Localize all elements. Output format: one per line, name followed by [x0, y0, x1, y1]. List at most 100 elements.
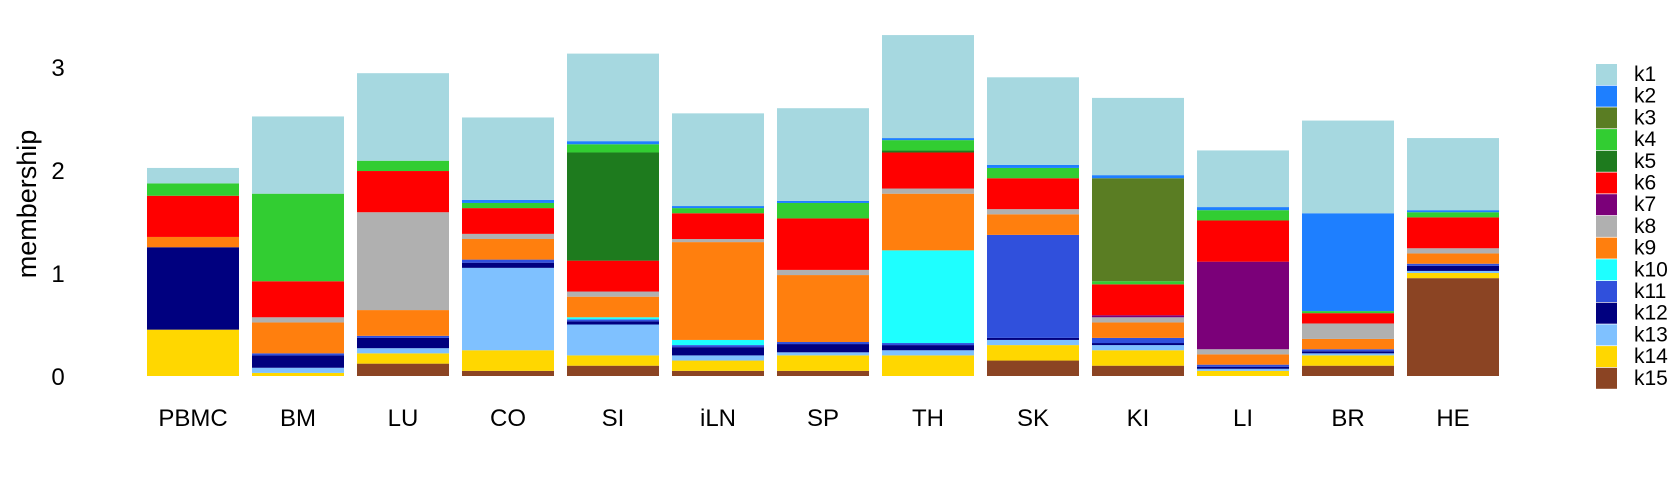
bar-segment-CO-k2 [462, 199, 554, 203]
bar-segment-KI-k7 [1092, 315, 1184, 318]
bar-segment-iLN-k12 [672, 347, 764, 356]
legend-swatch-k5 [1596, 150, 1617, 172]
bar-segment-SK-k14 [987, 345, 1079, 361]
bar-segment-BM-k1 [252, 116, 344, 194]
y-tick-label: 3 [51, 55, 64, 82]
x-tick-label: CO [490, 405, 526, 432]
bar-segment-KI-k13 [1092, 345, 1184, 351]
bar-group-SP [777, 108, 869, 376]
bar-segment-SK-k4 [987, 167, 1079, 179]
bar-segment-SI-k11 [567, 319, 659, 322]
bar-segment-SI-k9 [567, 296, 659, 318]
bar-segment-HE-k2 [1407, 210, 1499, 213]
bar-segment-LI-k9 [1197, 354, 1289, 365]
bar-segment-KI-k6 [1092, 284, 1184, 316]
bar-segment-LU-k4 [357, 160, 449, 172]
bar-segment-HE-k8 [1407, 248, 1499, 254]
bar-segment-SI-k10 [567, 317, 659, 320]
legend-label-k8: k8 [1634, 215, 1656, 238]
x-tick-label: iLN [700, 405, 736, 432]
bar-segment-HE-k15 [1407, 278, 1499, 376]
bar-segment-SK-k8 [987, 209, 1079, 215]
bar-group-BR [1302, 120, 1394, 376]
legend-swatch-k14 [1596, 346, 1617, 368]
legend-label-k10: k10 [1634, 258, 1668, 281]
x-tick-label: SP [807, 405, 839, 432]
legend-swatch-k3 [1596, 107, 1617, 129]
bar-segment-BM-k9 [252, 322, 344, 354]
bar-segment-SP-k12 [777, 344, 869, 353]
bar-group-CO [462, 117, 554, 376]
bar-segment-iLN-k14 [672, 360, 764, 371]
bar-segment-LU-k9 [357, 310, 449, 336]
bar-segment-iLN-k10 [672, 339, 764, 346]
bar-segment-LU-k12 [357, 337, 449, 349]
bar-segment-SI-k2 [567, 141, 659, 145]
bar-segment-CO-k15 [462, 370, 554, 376]
bar-segment-SP-k13 [777, 352, 869, 356]
bar-segment-TH-k5 [882, 150, 974, 153]
bar-group-iLN [672, 113, 764, 376]
bar-group-BM [252, 116, 344, 376]
bar-segment-SI-k14 [567, 355, 659, 366]
bar-segment-iLN-k15 [672, 370, 764, 376]
bar-segment-TH-k4 [882, 140, 974, 151]
bar-segment-TH-k9 [882, 193, 974, 251]
legend-label-k4: k4 [1634, 128, 1657, 151]
bar-segment-SP-k14 [777, 355, 869, 371]
bar-segment-BM-k4 [252, 193, 344, 282]
x-tick-label: PBMC [158, 405, 227, 432]
bar-segment-BR-k9 [1302, 338, 1394, 350]
bar-segment-BR-k6 [1302, 313, 1394, 324]
x-tick-label: KI [1127, 405, 1150, 432]
bar-segment-KI-k1 [1092, 97, 1184, 176]
bar-segment-BR-k12 [1302, 351, 1394, 354]
bar-segment-iLN-k6 [672, 213, 764, 240]
bar-group-PBMC [147, 167, 239, 376]
legend-swatch-k15 [1596, 367, 1617, 389]
bar-segment-iLN-k8 [672, 239, 764, 243]
bar-segment-SP-k4 [777, 202, 869, 219]
x-tick-label: BR [1331, 405, 1364, 432]
bar-segment-PBMC-k6 [147, 195, 239, 237]
bar-segment-BM-k6 [252, 281, 344, 318]
bar-segment-SI-k12 [567, 321, 659, 325]
bar-segment-BR-k15 [1302, 365, 1394, 376]
bar-segment-CO-k6 [462, 208, 554, 234]
bar-segment-LU-k6 [357, 171, 449, 213]
legend-label-k6: k6 [1634, 172, 1656, 195]
bar-segment-TH-k12 [882, 345, 974, 351]
bar-segment-SP-k15 [777, 370, 869, 376]
bar-segment-HE-k14 [1407, 273, 1499, 279]
bar-segment-HE-k9 [1407, 253, 1499, 264]
bar-segment-LI-k7 [1197, 261, 1289, 350]
bar-segment-CO-k9 [462, 239, 554, 260]
bar-group-TH [882, 35, 974, 376]
legend-label-k3: k3 [1634, 106, 1656, 129]
bar-segment-KI-k3 [1092, 178, 1184, 282]
bar-segment-KI-k11 [1092, 337, 1184, 344]
bar-group-SK [987, 77, 1079, 376]
bar-segment-iLN-k2 [672, 206, 764, 209]
legend-swatch-k13 [1596, 324, 1617, 346]
bar-segment-CO-k4 [462, 202, 554, 209]
legend-swatch-k2 [1596, 85, 1617, 107]
bar-segment-TH-k2 [882, 138, 974, 141]
bar-segment-iLN-k13 [672, 355, 764, 361]
y-axis: membership 0 1 2 3 [12, 55, 65, 391]
legend-swatch-k7 [1596, 194, 1617, 216]
legend-label-k9: k9 [1634, 237, 1656, 260]
bar-segment-CO-k14 [462, 350, 554, 371]
bar-group-HE [1407, 138, 1499, 376]
bar-segment-SI-k4 [567, 144, 659, 153]
bar-segment-PBMC-k4 [147, 183, 239, 196]
bar-segment-KI-k8 [1092, 317, 1184, 323]
legend-label-k1: k1 [1634, 63, 1656, 86]
bar-segment-HE-k4 [1407, 212, 1499, 218]
bar-segment-SI-k8 [567, 291, 659, 297]
bar-segment-LI-k12 [1197, 366, 1289, 369]
bar-segment-SP-k9 [777, 275, 869, 343]
bar-segment-KI-k2 [1092, 175, 1184, 179]
